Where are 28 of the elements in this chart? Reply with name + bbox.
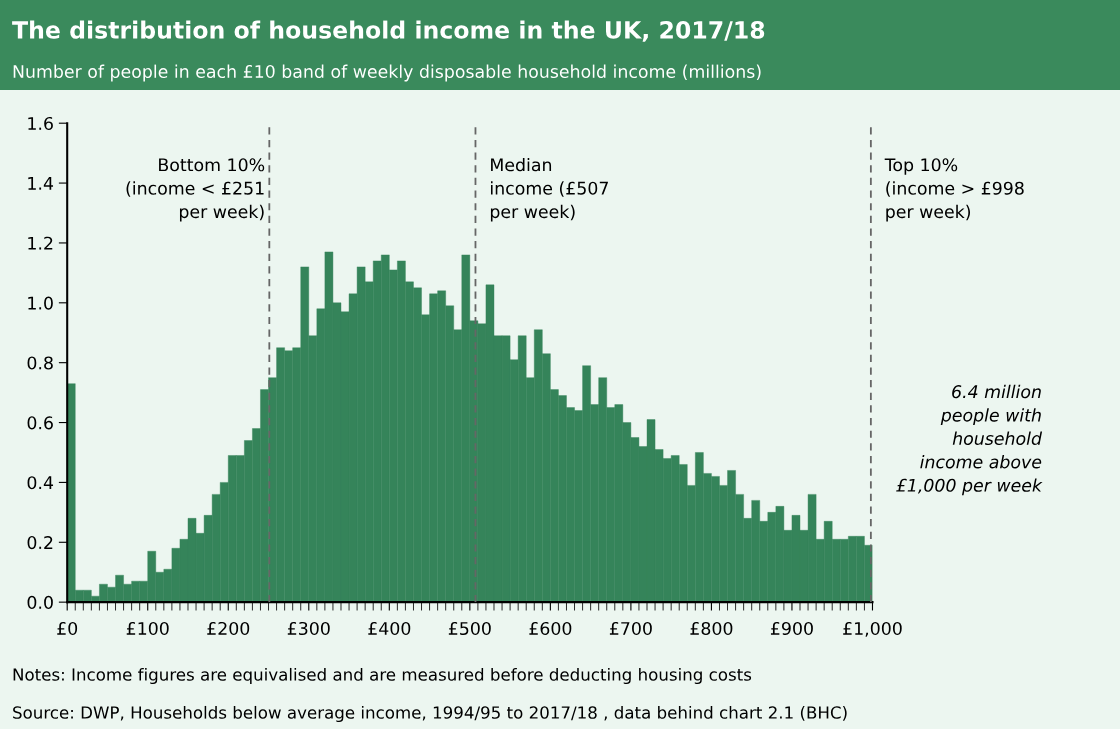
text: 6.4 million people with household income above £1,000 per week xyxy=(896,384,1043,496)
x-tick-label: £0 xyxy=(57,621,78,636)
ref-line-label: Median income (£507 per week) xyxy=(490,157,608,222)
y-tick-label: 0.2 xyxy=(27,536,53,550)
x-tick-label: £800 xyxy=(690,621,733,636)
x-tick-label: £700 xyxy=(609,621,652,636)
y-tick-label: 0.0 xyxy=(27,595,53,609)
y-tick-label: 1.0 xyxy=(28,296,53,310)
y-tick-label: 0.4 xyxy=(27,476,54,490)
ref-line-label: Top 10% (income > £998 per week) xyxy=(884,158,1024,222)
y-tick-label: 1.6 xyxy=(28,116,53,131)
x-tick-label: £1,000 xyxy=(843,621,902,637)
y-tick-label: 1.4 xyxy=(28,177,54,190)
y-tick-label: 0.6 xyxy=(27,416,53,430)
chart-title: The distribution of household income in the UK, 2017/18 xyxy=(12,20,765,42)
x-tick-label: £300 xyxy=(287,621,330,636)
x-tick-label: £400 xyxy=(368,621,411,636)
text: Notes: Income figures are equivalised and are measured before deducting housing costs xyxy=(13,667,752,685)
chart-subtitle: Number of people in each £10 band of weekly disposable household income (millions) xyxy=(13,64,761,82)
x-tick-label: £900 xyxy=(770,621,813,636)
source-note: Source: DWP, Households below average income, 1994/95 to 2017/18 , data behind chart 2.1 (BHC) xyxy=(13,705,847,723)
x-tick-label: £200 xyxy=(207,621,250,636)
x-tick-label: £600 xyxy=(529,621,572,636)
y-tick-label: 0.8 xyxy=(27,356,53,370)
ref-line-label: Bottom 10% (income < £251 per week) xyxy=(126,158,265,222)
x-tick-label: £500 xyxy=(448,621,491,636)
x-tick-label: £100 xyxy=(126,621,169,636)
y-tick-label: 1.2 xyxy=(28,236,53,250)
